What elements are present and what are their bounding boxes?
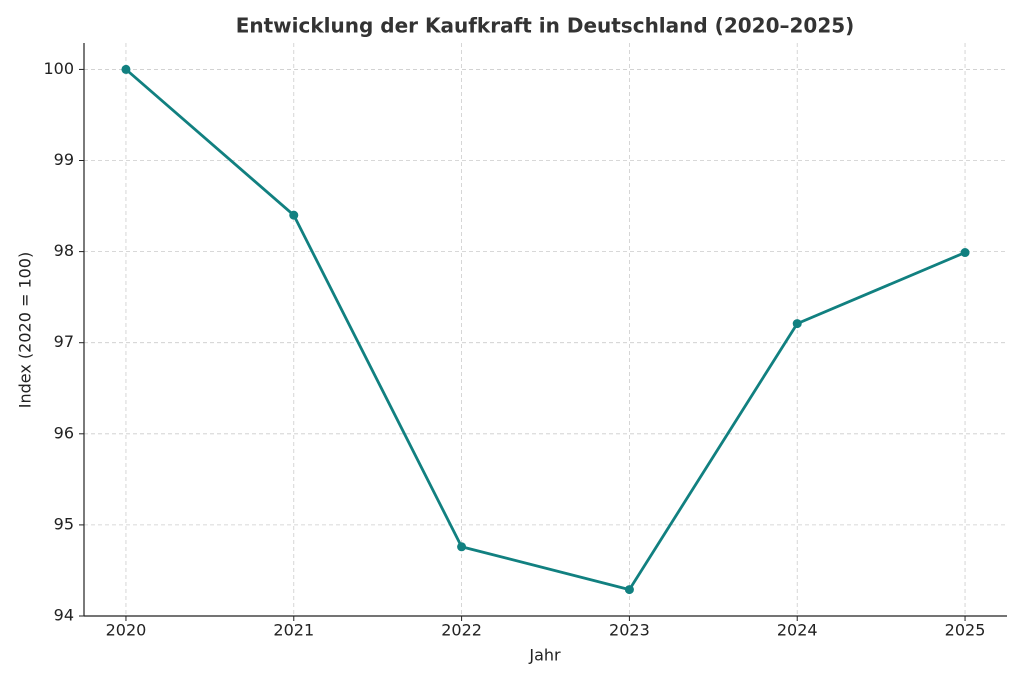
y-tick-label: 96 <box>54 423 74 442</box>
x-tick-label: 2024 <box>777 621 818 640</box>
y-tick-label: 100 <box>43 59 74 78</box>
point <box>121 64 131 74</box>
point <box>792 319 802 329</box>
x-tick-label: 2021 <box>273 621 314 640</box>
x-tick-label: 2025 <box>945 621 986 640</box>
point <box>457 542 467 552</box>
x-axis-label: Jahr <box>528 646 561 665</box>
point <box>289 210 299 220</box>
point <box>960 248 970 258</box>
chart-title: Entwicklung der Kaufkraft in Deutschland… <box>236 14 855 38</box>
y-tick-label: 95 <box>54 514 74 533</box>
x-tick-label: 2020 <box>106 621 147 640</box>
y-tick-label: 94 <box>54 606 74 625</box>
x-tick-label: 2022 <box>441 621 482 640</box>
x-tick-label: 2023 <box>609 621 650 640</box>
point <box>624 585 634 595</box>
y-axis-label: Index (2020 = 100) <box>16 252 35 408</box>
y-tick-label: 99 <box>54 150 74 169</box>
y-tick-label: 97 <box>54 332 74 351</box>
y-tick-label: 98 <box>54 241 74 260</box>
line <box>125 68 966 592</box>
